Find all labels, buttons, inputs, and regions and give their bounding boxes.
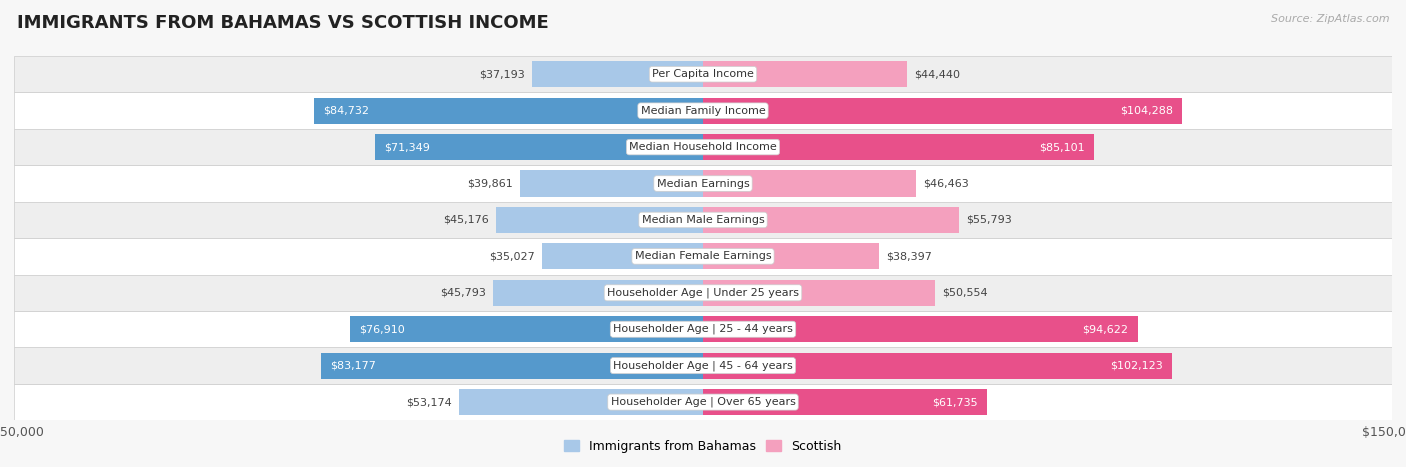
Bar [703,170,917,197]
Bar [492,280,703,306]
Bar [14,129,1392,165]
Bar [350,316,703,342]
Text: Householder Age | Under 25 years: Householder Age | Under 25 years [607,288,799,298]
Text: $45,176: $45,176 [443,215,489,225]
Bar [703,280,935,306]
Text: $61,735: $61,735 [932,397,977,407]
Text: Householder Age | Over 65 years: Householder Age | Over 65 years [610,397,796,407]
Text: $46,463: $46,463 [924,178,969,189]
Text: $38,397: $38,397 [886,251,932,262]
Text: Median Family Income: Median Family Income [641,106,765,116]
Text: Median Male Earnings: Median Male Earnings [641,215,765,225]
Bar [495,207,703,233]
Bar [314,98,703,124]
Bar [14,384,1392,420]
Bar [703,134,1094,160]
Bar [14,92,1392,129]
Bar [14,56,1392,92]
Text: $55,793: $55,793 [966,215,1012,225]
Bar [703,389,987,415]
Text: $83,177: $83,177 [330,361,375,371]
Text: $44,440: $44,440 [914,69,960,79]
Text: $102,123: $102,123 [1111,361,1163,371]
Text: $39,861: $39,861 [467,178,513,189]
Text: Median Earnings: Median Earnings [657,178,749,189]
Text: $35,027: $35,027 [489,251,536,262]
Bar [14,275,1392,311]
Text: $104,288: $104,288 [1119,106,1173,116]
Bar [703,316,1137,342]
Text: $71,349: $71,349 [384,142,430,152]
Bar [321,353,703,379]
Text: $53,174: $53,174 [406,397,451,407]
Text: $84,732: $84,732 [323,106,368,116]
Bar [703,243,879,269]
Text: $50,554: $50,554 [942,288,987,298]
Text: $94,622: $94,622 [1083,324,1129,334]
Text: $45,793: $45,793 [440,288,486,298]
Text: $76,910: $76,910 [359,324,405,334]
Text: $85,101: $85,101 [1039,142,1084,152]
Text: $37,193: $37,193 [479,69,526,79]
Text: Median Female Earnings: Median Female Earnings [634,251,772,262]
Bar [543,243,703,269]
Bar [703,207,959,233]
Bar [458,389,703,415]
Bar [14,165,1392,202]
Bar [375,134,703,160]
Legend: Immigrants from Bahamas, Scottish: Immigrants from Bahamas, Scottish [560,435,846,458]
Bar [14,202,1392,238]
Text: Median Household Income: Median Household Income [628,142,778,152]
Text: Householder Age | 45 - 64 years: Householder Age | 45 - 64 years [613,361,793,371]
Bar [703,98,1182,124]
Bar [703,353,1173,379]
Bar [14,238,1392,275]
Text: Householder Age | 25 - 44 years: Householder Age | 25 - 44 years [613,324,793,334]
Bar [14,311,1392,347]
Text: IMMIGRANTS FROM BAHAMAS VS SCOTTISH INCOME: IMMIGRANTS FROM BAHAMAS VS SCOTTISH INCO… [17,14,548,32]
Bar [703,61,907,87]
Bar [533,61,703,87]
Text: Source: ZipAtlas.com: Source: ZipAtlas.com [1271,14,1389,24]
Text: Per Capita Income: Per Capita Income [652,69,754,79]
Bar [14,347,1392,384]
Bar [520,170,703,197]
